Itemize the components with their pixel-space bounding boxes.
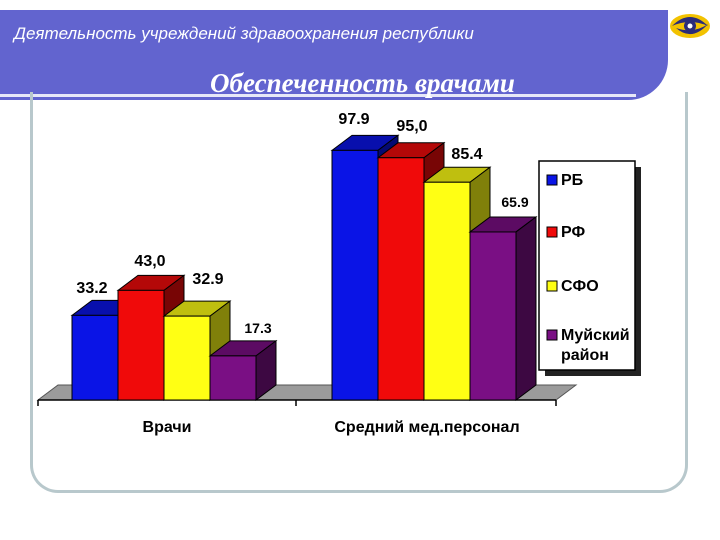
bar-3-0 bbox=[209, 355, 257, 401]
data-label-2-0: 32.9 bbox=[192, 271, 223, 288]
bar-3-1 bbox=[469, 231, 517, 401]
legend-swatch-3 bbox=[546, 329, 558, 341]
header-band: Деятельность учреждений здравоохранения … bbox=[0, 10, 668, 100]
data-label-1-1: 95,0 bbox=[396, 118, 427, 135]
legend-label-0: РБ bbox=[561, 172, 583, 189]
header-subtitle: Обеспеченность врачами bbox=[210, 68, 515, 98]
data-label-2-1: 85.4 bbox=[451, 146, 482, 163]
bar-0-0 bbox=[71, 314, 119, 401]
data-label-1-0: 43,0 bbox=[134, 253, 165, 270]
legend-label-1: РФ bbox=[561, 224, 585, 241]
legend-swatch-2 bbox=[546, 280, 558, 292]
bar-0-1 bbox=[331, 149, 379, 401]
eye-swirl-logo-icon bbox=[666, 2, 714, 50]
data-label-0-1: 97.9 bbox=[338, 111, 369, 128]
bar-2-1 bbox=[423, 181, 471, 401]
bar-2-0 bbox=[163, 315, 211, 401]
bar-side-3-1 bbox=[515, 215, 537, 401]
data-label-3-0: 17.3 bbox=[244, 320, 271, 336]
data-label-0-0: 33.2 bbox=[76, 280, 107, 297]
bar-1-0 bbox=[117, 289, 165, 401]
legend-label-3: Муйский район bbox=[561, 327, 630, 364]
category-label-1: Средний мед.персонал bbox=[334, 419, 519, 436]
category-label-0: Врачи bbox=[143, 419, 192, 436]
legend-swatch-1 bbox=[546, 226, 558, 238]
header-title: Деятельность учреждений здравоохранения … bbox=[14, 24, 474, 43]
bar-1-1 bbox=[377, 157, 425, 401]
legend-label-2: СФО bbox=[561, 278, 599, 295]
header-divider bbox=[0, 94, 636, 97]
content-frame bbox=[30, 92, 688, 493]
legend-swatch-0 bbox=[546, 174, 558, 186]
data-label-3-1: 65.9 bbox=[501, 194, 528, 210]
